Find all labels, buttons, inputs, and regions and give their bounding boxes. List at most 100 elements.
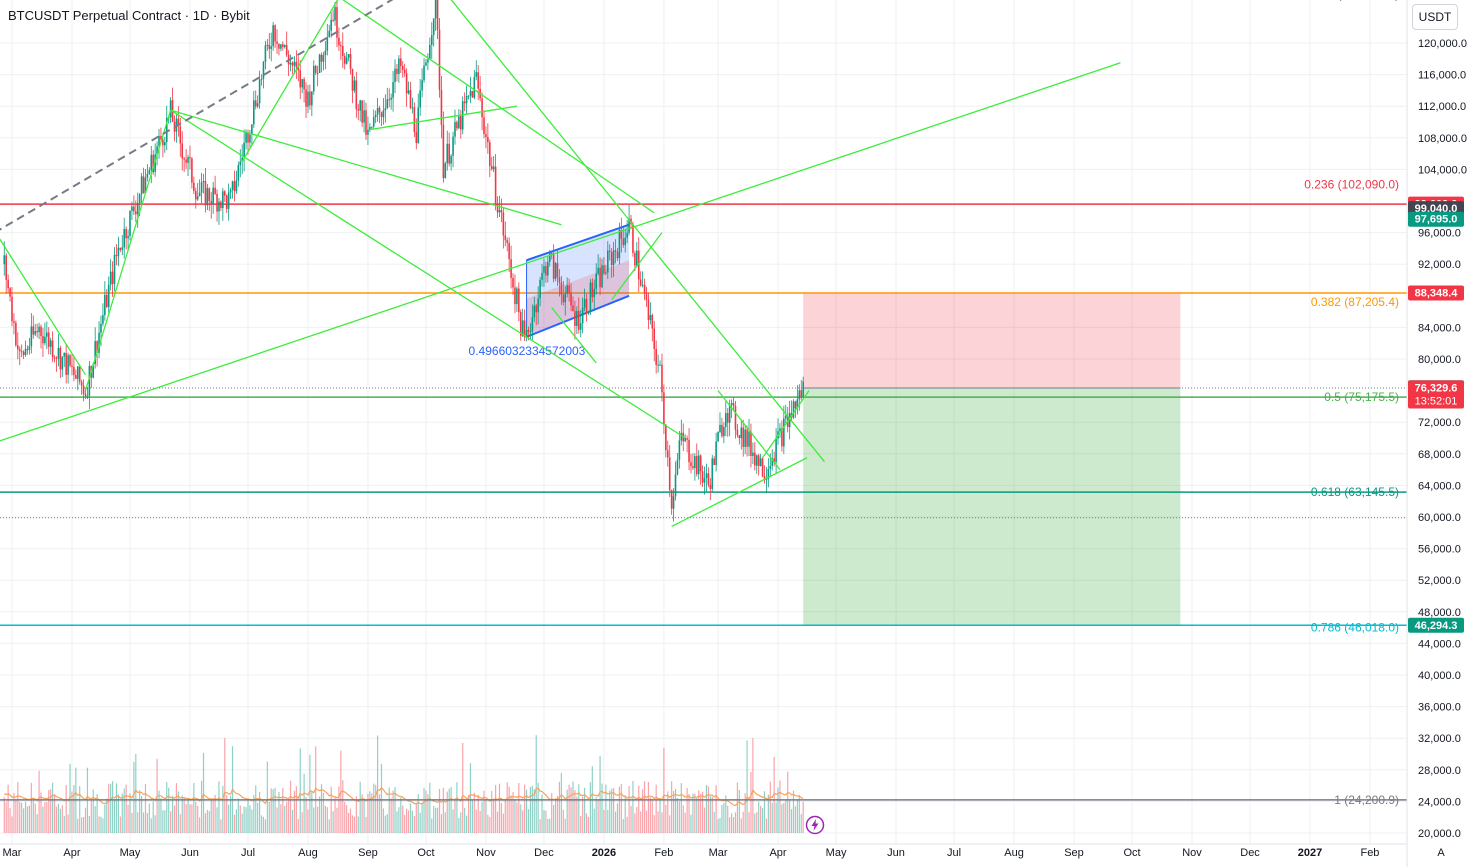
volume-bar: [750, 771, 752, 833]
volume-bar: [614, 811, 617, 833]
price-tick-label: 72,000.0: [1418, 417, 1461, 429]
volume-bar: [620, 784, 622, 833]
price-tick-label: 48,000.0: [1418, 607, 1461, 619]
candle-body: [51, 340, 54, 358]
time-tick-label: Aug: [1004, 847, 1024, 859]
candle-body: [719, 424, 721, 433]
candle-body: [216, 193, 218, 212]
candle-body: [258, 79, 261, 104]
candle-body: [717, 432, 719, 442]
candle-body: [728, 404, 731, 423]
volume-bar: [110, 783, 112, 833]
candle-body: [552, 253, 555, 279]
price-badges: 99,600.099,040.097,695.088,348.476,365.5…: [1408, 196, 1464, 633]
trendline: [0, 62, 1121, 442]
candle-body: [715, 441, 717, 465]
price-channel: 0.4966032334572003: [469, 223, 630, 358]
candle-body: [734, 405, 737, 430]
candle-body: [699, 455, 702, 472]
candle-body: [467, 95, 470, 97]
volume-bar: [653, 815, 655, 833]
volume-bar: [197, 805, 199, 833]
candle-body: [239, 161, 242, 166]
volume-bar: [593, 808, 595, 833]
volume-bar: [609, 790, 611, 833]
price-tick-label: 80,000.0: [1418, 354, 1461, 366]
auto-scale-button[interactable]: A: [1437, 847, 1445, 859]
candle-body: [514, 287, 516, 305]
volume-bar: [516, 802, 518, 833]
candle-body: [245, 132, 247, 143]
volume-bar: [272, 789, 274, 833]
candle-body: [593, 288, 596, 298]
volume-bar: [655, 784, 657, 833]
candle-body: [574, 311, 576, 326]
volume-bar: [475, 809, 477, 833]
volume-bar: [11, 816, 13, 833]
volume-bar: [233, 814, 236, 833]
price-tick-label: 52,000.0: [1418, 575, 1461, 587]
currency-button[interactable]: USDT: [1412, 4, 1458, 30]
time-tick-label: Sep: [1064, 847, 1084, 859]
volume-bar: [525, 789, 528, 833]
volume-bar: [67, 814, 69, 833]
candle-body: [529, 331, 532, 333]
candle-body: [138, 194, 141, 204]
candle-body: [150, 154, 153, 171]
candle-body: [148, 170, 151, 174]
time-tick-label: Mar: [709, 847, 728, 859]
candle-body: [214, 187, 216, 194]
volume-bar: [491, 790, 493, 833]
volume-bar: [137, 812, 139, 833]
volume-bar: [701, 791, 704, 833]
volume-bar: [585, 813, 588, 833]
candle-body: [26, 348, 29, 350]
candle-body: [394, 68, 396, 83]
volume-bar: [417, 794, 419, 833]
candle-body: [353, 80, 356, 91]
candle-body: [469, 90, 472, 96]
candle-body: [32, 326, 35, 335]
candle-body: [104, 294, 106, 316]
candle-body: [765, 479, 768, 481]
time-axis[interactable]: Mar Apr May Jun Jul Aug Sep Oct Nov Dec 2026 Feb Mar…: [0, 843, 1407, 859]
price-axis[interactable]: 120,000.0 116,000.0 112,000.0 108,000.0 104,…: [1406, 0, 1467, 867]
price-tick-label: 84,000.0: [1418, 322, 1461, 334]
time-tick-label: Jul: [947, 847, 961, 859]
lightning-bolt-icon[interactable]: [805, 815, 825, 835]
price-tick-label: 68,000.0: [1418, 449, 1461, 461]
volume-bar: [239, 805, 241, 833]
candle-body: [322, 55, 325, 62]
price-badge-label: 97,695.0: [1415, 214, 1458, 226]
candle-body: [721, 424, 723, 437]
volume-bar: [286, 801, 288, 833]
candle-body: [742, 427, 745, 447]
volume-bar: [44, 802, 46, 833]
candle-body: [109, 271, 112, 285]
volume-bar: [247, 799, 249, 833]
candle-body: [187, 157, 189, 163]
volume-bar: [524, 784, 526, 833]
candle-body: [340, 45, 342, 47]
volume-bar: [181, 795, 183, 833]
volume-bar: [746, 740, 748, 833]
volume-bar: [177, 791, 179, 833]
candle-body: [595, 273, 597, 289]
candle-body: [30, 326, 33, 347]
candle-body: [547, 261, 549, 276]
candle-body: [386, 99, 389, 109]
volume-bar: [229, 795, 232, 833]
candle-body: [784, 415, 787, 419]
candle-body: [189, 157, 191, 159]
fib-level-label: 0.618 (63,145.5): [1311, 485, 1399, 499]
candle-body: [210, 201, 213, 205]
volume-bar: [680, 783, 682, 833]
volume-bar: [551, 793, 553, 833]
volume-bar: [761, 807, 764, 833]
candle-body: [589, 282, 592, 312]
candle-body: [177, 118, 180, 127]
volume-bar: [212, 800, 214, 833]
volume-bar: [125, 784, 127, 833]
candle-body: [438, 29, 441, 90]
